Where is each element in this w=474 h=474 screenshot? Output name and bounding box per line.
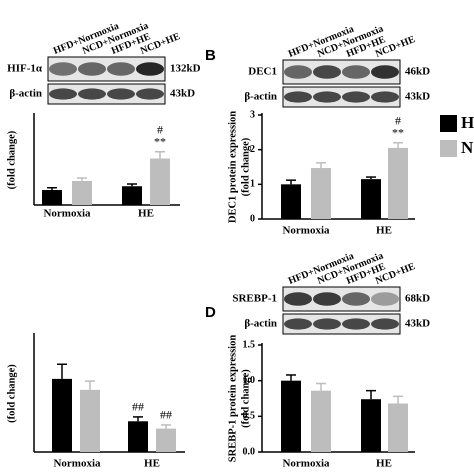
y-tick-label: 1.0 — [243, 375, 256, 386]
bar — [361, 179, 381, 219]
bar — [72, 181, 92, 205]
annotation: # — [157, 123, 163, 137]
y-tick-label: 3 — [250, 109, 255, 120]
blot-band — [78, 62, 106, 76]
x-tick-label: Normoxia — [282, 225, 330, 237]
blot-band — [284, 91, 312, 103]
x-tick-label: HE — [138, 208, 154, 220]
y-tick-label: 0.0 — [243, 446, 256, 457]
y-axis-label: (fold change) — [240, 137, 251, 196]
y-tick-label: 1 — [250, 179, 255, 190]
bar — [311, 390, 331, 452]
blot-band — [371, 292, 399, 306]
size-label: 43kD — [405, 318, 430, 330]
size-label: 68kD — [405, 293, 430, 305]
blot-band — [107, 88, 135, 100]
protein-label: HIF-1α — [7, 63, 43, 75]
blot-band — [313, 318, 341, 330]
x-tick-label: HE — [376, 458, 392, 470]
blot-frame — [282, 313, 401, 335]
y-tick-label: 2 — [250, 144, 255, 155]
bar — [52, 378, 72, 452]
blot-band — [371, 91, 399, 103]
protein-label: β-actin — [9, 88, 42, 100]
blot-band — [313, 91, 341, 103]
y-tick-label: 1.5 — [243, 339, 256, 350]
y-tick-label: 0.5 — [243, 411, 256, 422]
size-label: 46kD — [405, 66, 430, 78]
blot-frame — [47, 83, 166, 105]
blot-band — [371, 318, 399, 330]
y-axis-label: (fold change) — [240, 369, 251, 428]
bar — [388, 147, 408, 219]
blot-band — [284, 318, 312, 330]
x-tick-label: HE — [376, 225, 392, 237]
panel-letter: B — [205, 47, 216, 64]
protein-label: DEC1 — [248, 66, 277, 78]
bar — [80, 389, 100, 452]
x-tick-label: Normoxia — [43, 208, 91, 220]
bar — [361, 399, 381, 452]
x-tick-label: HE — [144, 458, 160, 470]
blot-band — [136, 88, 164, 100]
size-label: 43kD — [405, 91, 430, 103]
legend-swatch — [440, 115, 457, 132]
protein-label: β-actin — [244, 318, 277, 330]
legend-label: N — [461, 138, 474, 157]
blot-band — [313, 292, 341, 306]
blot-band — [342, 292, 370, 306]
bar — [311, 168, 331, 219]
blot-frame — [282, 86, 401, 108]
bar — [156, 428, 176, 452]
legend-label: H — [461, 113, 474, 132]
x-tick-label: Normoxia — [53, 458, 101, 470]
panel-letter: D — [205, 304, 216, 321]
blot-band — [49, 88, 77, 100]
y-tick-label: 0 — [250, 213, 255, 224]
bar — [281, 184, 301, 219]
size-label: 132kD — [170, 63, 201, 75]
blot-band — [78, 88, 106, 100]
protein-label: SREBP-1 — [232, 293, 277, 305]
bar — [128, 421, 148, 452]
y-axis-label: SREBP-1 protein expression — [227, 335, 238, 463]
blot-band — [136, 62, 164, 76]
blot-band — [49, 62, 77, 76]
blot-band — [284, 292, 312, 306]
y-axis-label: (fold change) — [6, 364, 17, 423]
blot-band — [107, 62, 135, 76]
bar — [281, 380, 301, 452]
blot-band — [284, 65, 312, 79]
blot-band — [371, 65, 399, 79]
bar — [122, 186, 142, 205]
bar — [42, 190, 62, 205]
blot-band — [342, 91, 370, 103]
annotation: # — [395, 113, 401, 127]
legend-swatch — [440, 140, 457, 157]
bar — [388, 403, 408, 452]
protein-label: β-actin — [244, 91, 277, 103]
y-axis-label: (fold change) — [6, 130, 17, 189]
blot-band — [342, 318, 370, 330]
blot-band — [313, 65, 341, 79]
annotation: ** — [392, 125, 404, 139]
annotation: ## — [160, 408, 172, 422]
size-label: 43kD — [170, 88, 195, 100]
bar — [150, 158, 170, 205]
y-axis-label: DEC1 protein expression — [227, 111, 238, 223]
annotation: ## — [132, 400, 144, 414]
blot-band — [342, 65, 370, 79]
x-tick-label: Normoxia — [282, 458, 330, 470]
annotation: ** — [154, 135, 166, 149]
